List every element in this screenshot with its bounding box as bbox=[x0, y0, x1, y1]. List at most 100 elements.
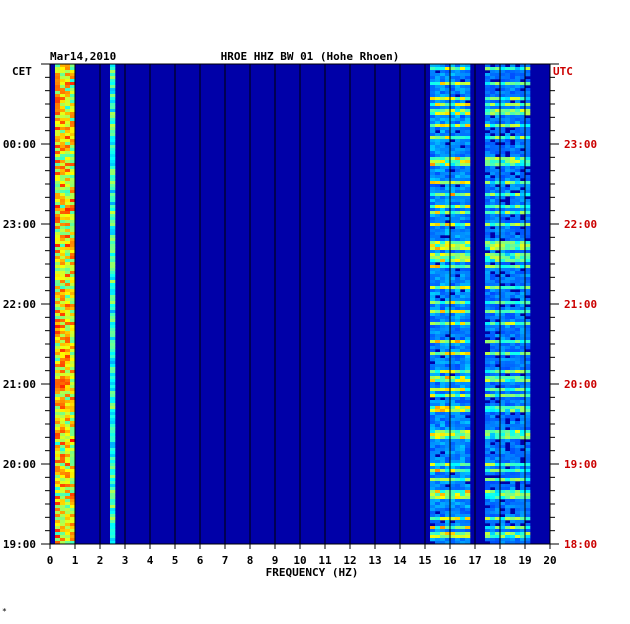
spectral-cell bbox=[495, 85, 501, 89]
spectral-cell bbox=[515, 88, 521, 92]
spectral-cell bbox=[500, 295, 506, 299]
spectral-cell bbox=[440, 265, 446, 269]
spectral-cell bbox=[520, 208, 526, 212]
spectral-cell bbox=[440, 484, 446, 488]
spectral-cell bbox=[455, 535, 461, 539]
spectral-cell bbox=[70, 514, 76, 518]
spectral-cell bbox=[520, 76, 526, 80]
spectral-cell bbox=[435, 391, 441, 395]
spectral-cell bbox=[110, 298, 116, 302]
spectral-cell bbox=[435, 316, 441, 320]
spectral-cell bbox=[520, 250, 526, 254]
spectral-cell bbox=[505, 163, 511, 167]
spectral-cell bbox=[60, 391, 66, 395]
spectral-cell bbox=[485, 352, 491, 356]
spectral-cell bbox=[505, 490, 511, 494]
spectral-cell bbox=[60, 364, 66, 368]
spectral-cell bbox=[455, 475, 461, 479]
spectral-cell bbox=[465, 223, 471, 227]
spectral-cell bbox=[60, 76, 66, 80]
spectral-cell bbox=[460, 268, 466, 272]
spectral-cell bbox=[485, 67, 491, 71]
spectral-cell bbox=[55, 268, 61, 272]
spectral-cell bbox=[430, 163, 436, 167]
spectral-cell bbox=[65, 352, 71, 356]
spectral-cell bbox=[440, 307, 446, 311]
spectral-cell bbox=[435, 310, 441, 314]
spectral-cell bbox=[435, 361, 441, 365]
spectral-cell bbox=[435, 400, 441, 404]
spectral-cell bbox=[430, 109, 436, 113]
spectral-cell bbox=[505, 181, 511, 185]
spectral-cell bbox=[440, 295, 446, 299]
spectral-cell bbox=[450, 517, 456, 521]
spectral-cell bbox=[490, 277, 496, 281]
spectral-cell bbox=[510, 514, 516, 518]
spectral-cell bbox=[515, 538, 521, 542]
spectral-cell bbox=[485, 142, 491, 146]
spectral-cell bbox=[60, 202, 66, 206]
spectral-cell bbox=[110, 142, 116, 146]
spectral-cell bbox=[455, 232, 461, 236]
spectral-cell bbox=[460, 430, 466, 434]
spectral-cell bbox=[65, 163, 71, 167]
spectral-cell bbox=[445, 460, 451, 464]
spectral-cell bbox=[520, 316, 526, 320]
spectral-cell bbox=[510, 64, 516, 68]
spectral-cell bbox=[430, 538, 436, 542]
spectral-cell bbox=[525, 478, 531, 482]
spectral-cell bbox=[60, 169, 66, 173]
spectral-cell bbox=[515, 427, 521, 431]
spectral-cell bbox=[445, 133, 451, 137]
spectral-cell bbox=[460, 325, 466, 329]
spectral-cell bbox=[65, 277, 71, 281]
spectral-cell bbox=[460, 76, 466, 80]
spectral-cell bbox=[500, 220, 506, 224]
spectral-cell bbox=[460, 454, 466, 458]
spectral-cell bbox=[490, 364, 496, 368]
spectral-cell bbox=[460, 316, 466, 320]
spectral-cell bbox=[455, 223, 461, 227]
spectral-cell bbox=[110, 343, 116, 347]
spectral-cell bbox=[485, 214, 491, 218]
spectral-cell bbox=[55, 169, 61, 173]
spectral-cell bbox=[515, 502, 521, 506]
spectral-cell bbox=[525, 487, 531, 491]
spectral-cell bbox=[65, 244, 71, 248]
spectral-cell bbox=[450, 442, 456, 446]
spectral-cell bbox=[450, 175, 456, 179]
spectral-cell bbox=[490, 253, 496, 257]
spectral-cell bbox=[450, 136, 456, 140]
spectral-cell bbox=[65, 472, 71, 476]
spectral-cell bbox=[70, 187, 76, 191]
spectral-cell bbox=[435, 418, 441, 422]
spectral-cell bbox=[460, 439, 466, 443]
spectral-cell bbox=[495, 457, 501, 461]
spectral-cell bbox=[60, 334, 66, 338]
spectral-cell bbox=[465, 376, 471, 380]
spectral-cell bbox=[110, 64, 116, 68]
spectral-cell bbox=[110, 70, 116, 74]
spectral-cell bbox=[495, 487, 501, 491]
spectral-cell bbox=[505, 157, 511, 161]
spectral-cell bbox=[505, 262, 511, 266]
spectral-cell bbox=[520, 478, 526, 482]
spectral-cell bbox=[435, 127, 441, 131]
spectral-cell bbox=[510, 67, 516, 71]
spectral-cell bbox=[430, 256, 436, 260]
spectral-cell bbox=[445, 226, 451, 230]
spectral-cell bbox=[500, 418, 506, 422]
spectral-cell bbox=[495, 187, 501, 191]
spectral-cell bbox=[510, 253, 516, 257]
spectral-cell bbox=[455, 511, 461, 515]
spectral-cell bbox=[515, 445, 521, 449]
spectral-cell bbox=[525, 424, 531, 428]
spectral-cell bbox=[465, 445, 471, 449]
spectral-cell bbox=[500, 397, 506, 401]
spectral-cell bbox=[500, 334, 506, 338]
spectral-cell bbox=[450, 400, 456, 404]
spectral-cell bbox=[515, 499, 521, 503]
spectral-cell bbox=[110, 253, 116, 257]
spectral-cell bbox=[65, 475, 71, 479]
spectral-cell bbox=[110, 373, 116, 377]
